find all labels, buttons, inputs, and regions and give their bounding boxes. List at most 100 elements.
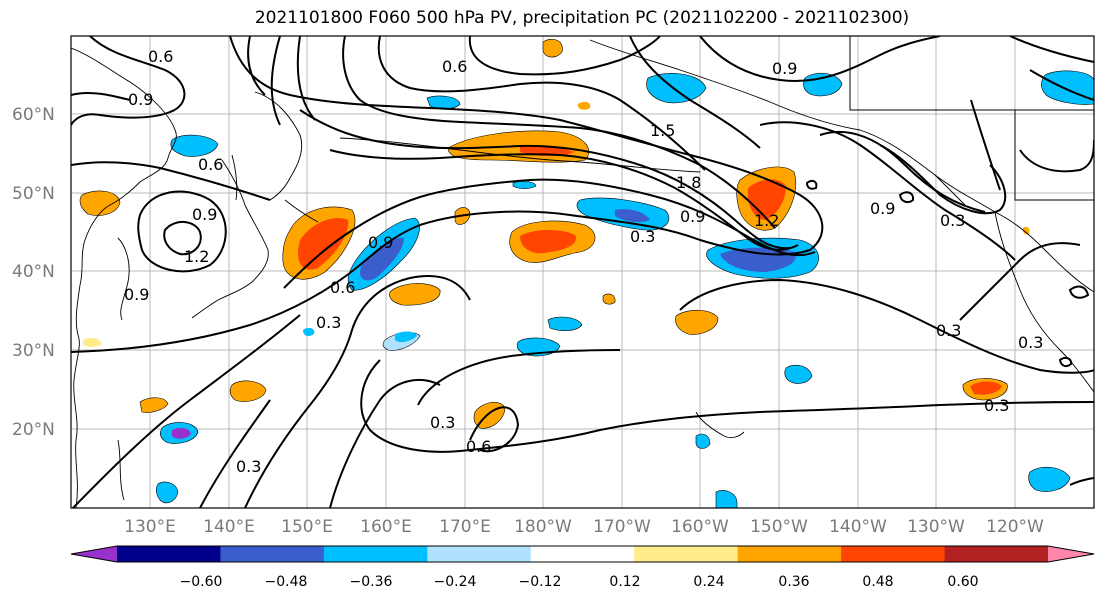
contour-line — [1068, 285, 1090, 299]
lat-label: 50°N — [12, 184, 55, 204]
lon-label: 180°W — [514, 517, 572, 537]
contour-label: 0.6 — [442, 57, 467, 76]
contour-line — [469, 406, 520, 453]
colorbar-tick-label: −0.24 — [434, 574, 477, 590]
colorbar-tick-label: 0.60 — [947, 574, 978, 590]
lon-label: 140°E — [203, 517, 255, 537]
colorbar-extend-low — [71, 546, 117, 562]
contour-line — [1058, 356, 1073, 368]
contour-line — [283, 178, 816, 289]
contour-label: 0.9 — [368, 233, 393, 252]
coast-korea — [117, 237, 130, 321]
contour-line — [199, 399, 271, 508]
precip-patch — [155, 481, 179, 504]
coast-kuril — [284, 199, 319, 223]
precip-patch — [970, 381, 1002, 395]
lat-label: 40°N — [12, 262, 55, 282]
contour-line — [299, 109, 791, 250]
contour-label: 0.6 — [148, 47, 173, 66]
coast-sakhalin — [231, 154, 238, 201]
coast-bc — [934, 174, 966, 206]
colorbar-segment — [220, 546, 325, 562]
contour-line — [71, 36, 186, 126]
contour-line — [71, 314, 301, 508]
colorbar-segment — [323, 546, 428, 562]
contour-line — [360, 359, 1094, 453]
contour-line — [679, 278, 1094, 374]
lat-label: 60°N — [12, 105, 55, 125]
contour-label: 0.6 — [198, 155, 223, 174]
contour-label: 0.3 — [940, 211, 965, 230]
contour-label: 0.9 — [124, 285, 149, 304]
coast-philippines — [117, 439, 125, 501]
contour-line — [377, 36, 706, 171]
contour-line — [270, 36, 281, 126]
contour-line — [1009, 36, 1094, 63]
colorbar-tick-label: 0.36 — [778, 574, 809, 590]
precip-patch — [602, 293, 616, 305]
contour-line — [71, 161, 271, 201]
lon-label: 170°E — [439, 517, 491, 537]
precip-patch — [784, 364, 813, 384]
precip-patch — [303, 327, 315, 337]
precip-patch — [298, 218, 349, 270]
lon-label: 170°W — [593, 517, 651, 537]
lat-labels: 60°N 50°N 40°N 30°N 20°N — [12, 105, 55, 440]
precip-patch — [139, 397, 169, 413]
contour-line — [71, 36, 824, 353]
lat-label: 30°N — [12, 341, 55, 361]
colorbar-outline — [70, 545, 1095, 563]
precip-patch — [83, 337, 102, 347]
contour-label: 0.3 — [1018, 333, 1043, 352]
precip-patch — [646, 73, 707, 104]
contour-line — [898, 191, 915, 204]
contour-label: 0.3 — [430, 413, 455, 432]
precip-patch — [395, 331, 417, 343]
contour-line — [296, 36, 316, 121]
coast-aleutians — [339, 137, 701, 173]
precip-patch — [520, 229, 576, 254]
precip-patch — [359, 237, 404, 281]
colorbar-tick-label: −0.60 — [180, 574, 223, 590]
lon-label: 130°W — [907, 517, 965, 537]
lon-label: 160°E — [360, 517, 412, 537]
precip-patch — [170, 134, 219, 157]
contour-label: 0.9 — [870, 199, 895, 218]
colorbar-segment — [634, 546, 739, 562]
contour-line — [959, 242, 1081, 321]
contour-line — [71, 91, 131, 101]
colorbar — [70, 545, 1095, 563]
map-frame-border — [70, 35, 1095, 509]
coast-japan — [191, 159, 269, 319]
lon-label: 160°W — [671, 517, 729, 537]
contour-line — [759, 121, 1016, 261]
precip-patch — [695, 433, 711, 449]
coast-alaska — [589, 39, 1094, 293]
contour-label: 1.2 — [184, 247, 209, 266]
colorbar-tick-label: −0.36 — [350, 574, 393, 590]
map-title: 2021101800 F060 500 hPa PV, precipitatio… — [254, 8, 910, 28]
precip-patch — [1076, 76, 1090, 87]
precip-patch — [1022, 226, 1030, 235]
contour-label: 0.6 — [466, 437, 491, 456]
contour-line — [137, 190, 227, 273]
precip-negative-shading — [155, 70, 1094, 508]
contour-line — [247, 36, 266, 96]
contour-label: 0.6 — [330, 278, 355, 297]
precip-patch — [542, 39, 563, 58]
colorbar-segment — [117, 546, 221, 562]
contour-line — [699, 36, 941, 82]
contour-line — [805, 179, 818, 190]
contour-label: 0.3 — [236, 457, 261, 476]
precip-patch — [615, 209, 650, 223]
contour-label: 0.9 — [192, 205, 217, 224]
precip-patch — [675, 309, 719, 335]
lat-label: 20°N — [12, 420, 55, 440]
colorbar-segment — [737, 546, 842, 562]
contour-label: 0.3 — [936, 321, 961, 340]
precip-patch — [715, 490, 738, 508]
contour-line — [468, 36, 661, 76]
contour-line — [879, 144, 1007, 215]
contour-label: 0.3 — [316, 313, 341, 332]
